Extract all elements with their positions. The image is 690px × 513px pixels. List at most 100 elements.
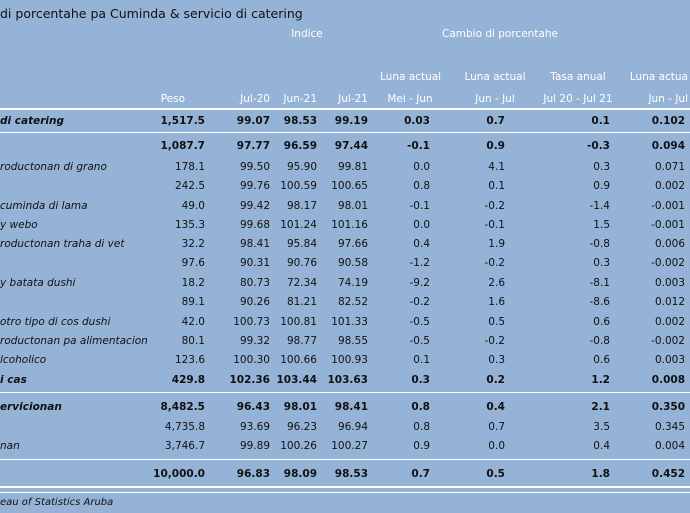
cell-j20: 100.73	[233, 316, 270, 328]
header-col-lj-bottom: Jun - Jul	[648, 93, 688, 105]
cell-peso: 49.0	[181, 200, 205, 212]
cell-j21a: 95.84	[286, 238, 317, 250]
cell-mj: 0.7	[411, 468, 430, 480]
cell-peso: 178.1	[174, 161, 205, 173]
table-row: i cas 429.8 102.36 103.44 103.63 0.3 0.2 1.2 0.0…	[0, 371, 690, 390]
cell-jj: 2.6	[488, 277, 505, 289]
row-category: roductonan di grano	[0, 161, 107, 173]
cell-mj: 0.9	[413, 440, 430, 452]
cell-ta: -0.8	[589, 335, 611, 347]
cell-peso: 3,746.7	[164, 440, 205, 452]
table-row: di catering 1,517.5 99.07 98.53 99.19 0.03 0.7…	[0, 112, 690, 131]
table-row: 10,000.0 96.83 98.09 98.53 0.7 0.5 1.8 0.452	[0, 465, 690, 484]
cell-j21b: 98.53	[334, 468, 368, 480]
cell-lj: 0.003	[654, 277, 685, 289]
cell-j21a: 98.53	[283, 115, 317, 127]
row-category	[0, 293, 150, 312]
cell-mj: -0.5	[409, 316, 431, 328]
cell-lj: 0.002	[654, 316, 685, 328]
cell-ta: -8.6	[589, 296, 611, 308]
cell-lj: 0.102	[651, 115, 685, 127]
cell-jj: 1.9	[488, 238, 505, 250]
row-category: ervicionan	[0, 401, 62, 413]
cell-peso: 89.1	[181, 296, 205, 308]
cell-mj: -0.1	[409, 200, 431, 212]
cell-j21a: 81.21	[286, 296, 317, 308]
header-col-jj-top: Luna actual	[464, 71, 526, 83]
cell-j21a: 100.81	[280, 316, 317, 328]
cell-lj: -0.002	[651, 257, 685, 269]
cell-jj: 0.7	[488, 421, 505, 433]
cell-j20: 99.89	[239, 440, 270, 452]
cell-mj: 0.03	[404, 115, 430, 127]
cell-ta: 0.6	[593, 316, 610, 328]
cell-j20: 99.68	[239, 219, 270, 231]
cell-peso: 1,517.5	[160, 115, 205, 127]
section-divider	[0, 132, 690, 133]
cell-ta: 0.3	[593, 257, 610, 269]
cell-jj: 0.0	[488, 440, 505, 452]
cell-j21a: 96.59	[283, 140, 317, 152]
cell-peso: 97.6	[181, 257, 205, 269]
cell-jj: 0.7	[486, 115, 505, 127]
row-category: di catering	[0, 115, 64, 127]
cell-j20: 99.07	[236, 115, 270, 127]
cell-peso: 80.1	[181, 335, 205, 347]
table-row: roductonan di grano 178.1 99.50 95.90 99.81 0…	[0, 158, 690, 177]
cell-lj: 0.071	[654, 161, 685, 173]
cell-lj: -0.001	[651, 200, 685, 212]
cell-j21b: 100.93	[331, 354, 368, 366]
cell-jj: 0.3	[488, 354, 505, 366]
cell-j21a: 98.77	[286, 335, 317, 347]
cell-j21a: 100.66	[280, 354, 317, 366]
header-col-ta-top: Tasa anual	[550, 71, 606, 83]
header-col-mj-bottom: Mei - Jun	[387, 93, 433, 105]
cell-j20: 99.42	[239, 200, 270, 212]
row-category: y webo	[0, 219, 38, 231]
section-divider	[0, 486, 690, 488]
cell-jj: 0.9	[486, 140, 505, 152]
cell-lj: 0.345	[654, 421, 685, 433]
cell-jj: 1.6	[488, 296, 505, 308]
cell-lj: 0.452	[651, 468, 685, 480]
cell-peso: 42.0	[181, 316, 205, 328]
cell-j21b: 74.19	[337, 277, 368, 289]
table-row: lcoholico 123.6 100.30 100.66 100.93 0.1 0.3 0.…	[0, 351, 690, 370]
cell-jj: -0.2	[484, 257, 506, 269]
row-category: i cas	[0, 374, 27, 386]
row-category: y batata dushi	[0, 277, 76, 289]
cell-peso: 242.5	[174, 180, 205, 192]
table-row: 242.5 99.76 100.59 100.65 0.8 0.1 0.9 0.002	[0, 177, 690, 196]
cell-mj: -0.5	[409, 335, 431, 347]
table-row: 4,735.8 93.69 96.23 96.94 0.8 0.7 3.5 0.345	[0, 418, 690, 437]
cell-mj: -9.2	[409, 277, 431, 289]
cell-j20: 98.41	[239, 238, 270, 250]
cell-jj: -0.2	[484, 200, 506, 212]
table-row: roductonan pa alimentacion 80.1 99.32 98.77…	[0, 332, 690, 351]
cell-lj: 0.094	[651, 140, 685, 152]
header-col-mj-top: Luna actual	[380, 71, 442, 83]
cell-mj: -0.1	[407, 140, 430, 152]
cell-mj: 0.8	[411, 401, 430, 413]
cell-lj: 0.003	[654, 354, 685, 366]
cell-j21b: 99.19	[334, 115, 368, 127]
cell-j20: 99.76	[239, 180, 270, 192]
cell-j20: 90.31	[239, 257, 270, 269]
cell-jj: 0.2	[486, 374, 505, 386]
table-row: 97.6 90.31 90.76 90.58 -1.2 -0.2 0.3 -0.002	[0, 254, 690, 273]
cell-ta: 0.4	[593, 440, 610, 452]
cell-peso: 135.3	[174, 219, 205, 231]
cell-j21a: 98.17	[286, 200, 317, 212]
cell-lj: 0.006	[654, 238, 685, 250]
header-col-ta-bottom: Jul 20 - Jul 21	[543, 93, 613, 105]
cell-ta: -0.3	[587, 140, 610, 152]
row-category	[0, 418, 150, 437]
cell-ta: 1.2	[591, 374, 610, 386]
table-row: 1,087.7 97.77 96.59 97.44 -0.1 0.9 -0.3 0.094	[0, 137, 690, 156]
cell-jj: 4.1	[488, 161, 505, 173]
header-indice: Indice	[291, 28, 323, 40]
cell-lj: 0.008	[651, 374, 685, 386]
table-row: cuminda di lama 49.0 99.42 98.17 98.01 -0.1 -0…	[0, 197, 690, 216]
cell-j21a: 98.09	[283, 468, 317, 480]
cell-j20: 100.30	[233, 354, 270, 366]
